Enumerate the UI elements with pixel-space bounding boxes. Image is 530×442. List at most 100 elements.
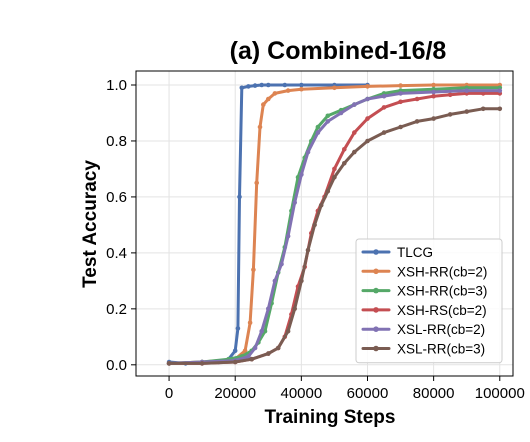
- data-point: [414, 96, 420, 102]
- data-point: [480, 106, 486, 112]
- series-6: [166, 106, 503, 366]
- data-point: [279, 261, 284, 267]
- data-point: [237, 194, 242, 200]
- data-point: [398, 124, 403, 130]
- data-point: [447, 112, 453, 117]
- legend-marker: [373, 345, 379, 352]
- data-point: [398, 91, 403, 96]
- data-point: [365, 96, 370, 102]
- data-point: [262, 328, 268, 334]
- legend-box: [355, 238, 503, 364]
- data-point: [431, 82, 436, 88]
- data-point: [325, 113, 331, 119]
- data-point: [252, 83, 258, 88]
- y-axis-label: Test Accuracy: [80, 160, 101, 288]
- data-point: [232, 359, 238, 365]
- data-point: [332, 166, 337, 172]
- plot-frame: [135, 70, 514, 377]
- legend-item: XSL-RR(cb=3): [361, 342, 485, 357]
- legend-label: XSH-RR(cb=3): [397, 284, 487, 299]
- data-point: [235, 326, 241, 331]
- legend-label: TLCG: [397, 245, 433, 260]
- legend-item: XSH-RR(cb=3): [361, 284, 487, 299]
- data-point: [497, 106, 503, 112]
- data-point: [315, 124, 321, 130]
- data-point: [305, 247, 311, 253]
- data-point: [285, 88, 291, 93]
- data-point: [232, 348, 238, 354]
- legend-marker: [373, 307, 379, 313]
- data-point: [259, 328, 265, 334]
- data-point: [325, 189, 331, 194]
- legend-label: XSL-RR(cb=3): [397, 342, 485, 357]
- chart-title: (a) Combined-16/8: [230, 37, 447, 65]
- data-point: [365, 84, 370, 89]
- legend-item: TLCG: [361, 245, 433, 260]
- x-tick-label: 20000: [214, 385, 256, 402]
- data-point: [352, 130, 357, 135]
- x-tick-label: 40000: [280, 385, 322, 402]
- x-tick-label: 100000: [475, 385, 525, 402]
- data-point: [342, 147, 347, 152]
- data-point: [266, 82, 271, 88]
- data-point: [365, 116, 370, 121]
- data-point: [312, 222, 317, 228]
- data-point: [292, 306, 298, 312]
- legend-item: XSH-RS(cb=2): [361, 303, 487, 318]
- data-point: [257, 124, 263, 130]
- data-point: [305, 149, 311, 155]
- y-tick-label: 0.8: [106, 133, 127, 150]
- legend-label: XSL-RR(cb=2): [397, 322, 485, 337]
- data-point: [242, 348, 248, 354]
- x-tick-label: 0: [165, 385, 173, 402]
- data-point: [414, 119, 420, 124]
- data-point: [338, 110, 344, 116]
- data-point: [246, 354, 251, 359]
- data-point: [431, 89, 436, 95]
- legend-marker: [373, 249, 379, 255]
- data-point: [318, 203, 324, 208]
- legend: TLCG XSH-RR(cb=2) XSH-RR(cb=3) XSH-RS(cb=2)…: [355, 238, 503, 364]
- data-point: [275, 345, 281, 351]
- data-point: [480, 91, 486, 96]
- data-point: [249, 356, 254, 362]
- data-point: [266, 306, 271, 312]
- data-point: [259, 82, 265, 88]
- data-point: [282, 82, 288, 88]
- data-point: [266, 96, 271, 102]
- legend-marker: [373, 268, 379, 275]
- data-point: [272, 91, 278, 96]
- x-tick-label: 80000: [413, 385, 455, 402]
- data-point: [464, 109, 470, 114]
- data-point: [199, 361, 205, 366]
- y-tick-label: 0.6: [106, 189, 127, 206]
- data-point: [381, 130, 387, 135]
- data-point: [464, 88, 470, 93]
- data-point: [272, 278, 278, 284]
- data-point: [252, 345, 258, 351]
- legend-marker: [373, 326, 379, 333]
- legend-marker: [373, 287, 379, 294]
- data-point: [299, 278, 304, 284]
- data-point: [332, 85, 337, 91]
- data-point: [247, 320, 253, 326]
- data-point: [381, 93, 387, 99]
- data-point: [285, 233, 291, 239]
- ticks: 0 20000 40000 60000 80000 100000 0.0 0.2 0.4 0.6 0…: [106, 77, 525, 402]
- x-tick-label: 60000: [347, 385, 389, 402]
- data-point: [299, 82, 304, 88]
- y-tick-label: 0.0: [106, 357, 127, 374]
- data-point: [254, 180, 259, 186]
- data-point: [251, 267, 256, 273]
- data-point: [299, 86, 304, 92]
- data-point: [332, 175, 337, 180]
- y-tick-label: 0.4: [106, 245, 127, 262]
- data-point: [431, 93, 436, 99]
- legend-label: XSH-RR(cb=2): [397, 264, 487, 279]
- data-point: [266, 351, 271, 356]
- legend-item: XSH-RR(cb=2): [361, 264, 487, 279]
- data-point: [246, 84, 251, 89]
- series-layer: [166, 82, 503, 366]
- data-point: [365, 138, 370, 144]
